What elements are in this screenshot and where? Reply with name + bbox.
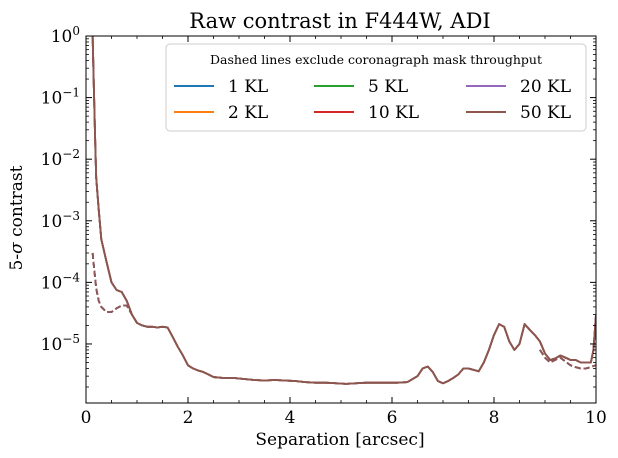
x-tick-label: 8 xyxy=(489,408,500,428)
y-tick-base: 10 xyxy=(41,89,63,109)
x-tick-label: 0 xyxy=(81,408,92,428)
y-axis-label: 5-σ contrast xyxy=(7,165,27,270)
y-tick-label: 10−2 xyxy=(41,147,80,170)
y-tick-exponent: −3 xyxy=(62,209,80,223)
y-tick-base: 10 xyxy=(41,273,63,293)
y-axis-label-suffix: contrast xyxy=(7,165,27,242)
x-tick-label: 10 xyxy=(585,408,607,428)
y-tick-label: 100 xyxy=(51,24,80,47)
y-tick-label: 10−1 xyxy=(41,86,80,109)
legend-title: Dashed lines exclude coronagraph mask th… xyxy=(210,52,542,67)
y-tick-base: 10 xyxy=(51,27,73,47)
y-axis-label-prefix: 5- xyxy=(7,254,27,271)
y-tick-exponent: −5 xyxy=(62,332,80,346)
legend-label-2: 2 KL xyxy=(228,103,268,123)
legend-label-5: 20 KL xyxy=(520,77,571,97)
legend: Dashed lines exclude coronagraph mask th… xyxy=(165,43,587,132)
y-tick-label: 10−4 xyxy=(41,270,81,293)
legend-label-1: 1 KL xyxy=(228,77,268,97)
y-tick-base: 10 xyxy=(41,150,63,170)
plot-frame xyxy=(85,35,597,404)
x-tick-label: 6 xyxy=(387,408,398,428)
y-tick-exponent: −4 xyxy=(62,270,80,284)
x-tick-label: 4 xyxy=(285,408,296,428)
curves-layer xyxy=(91,36,596,385)
legend-box xyxy=(165,43,587,132)
y-tick-exponent: −1 xyxy=(62,86,80,100)
chart-title: Raw contrast in F444W, ADI xyxy=(189,9,490,33)
y-tick-exponent: −2 xyxy=(62,147,80,161)
y-tick-label: 10−3 xyxy=(41,209,80,232)
y-axis-label-sigma: σ xyxy=(7,242,27,254)
x-axis-label: Separation [arcsec] xyxy=(255,430,424,450)
series-dashed-head-6 xyxy=(91,252,138,324)
legend-label-6: 50 KL xyxy=(520,103,571,123)
y-tick-base: 10 xyxy=(41,212,63,232)
legend-label-3: 5 KL xyxy=(368,77,408,97)
x-tick-label: 2 xyxy=(183,408,194,428)
y-tick-base: 10 xyxy=(41,335,63,355)
series-line-6 xyxy=(91,36,596,385)
series-dashed-tail-6 xyxy=(539,349,596,370)
y-tick-exponent: 0 xyxy=(72,24,80,38)
legend-label-4: 10 KL xyxy=(368,103,419,123)
y-tick-label: 10−5 xyxy=(41,332,80,355)
